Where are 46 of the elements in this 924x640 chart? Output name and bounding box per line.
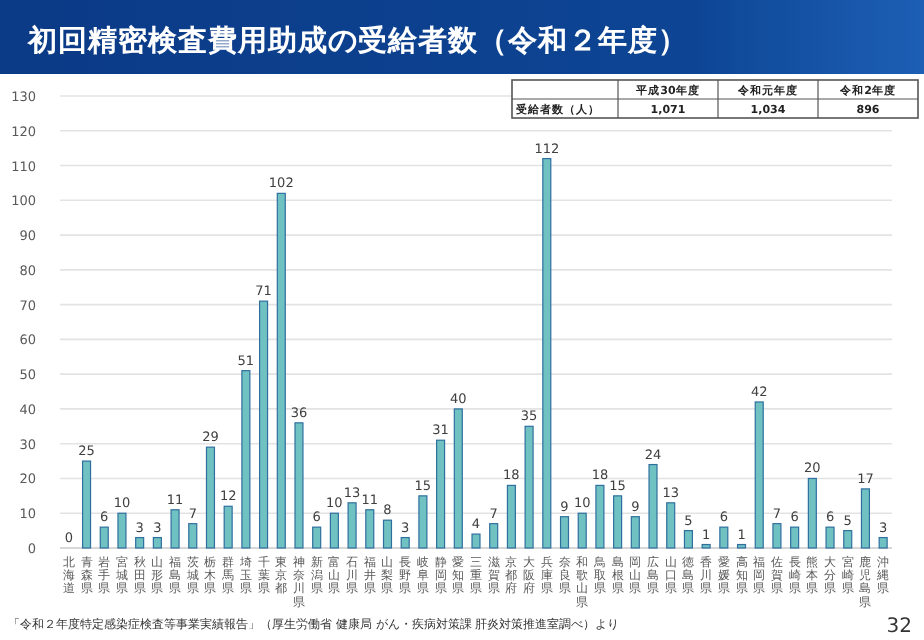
bar (613, 495, 623, 549)
bar (825, 526, 835, 549)
bar (205, 446, 216, 549)
bar (152, 536, 162, 549)
bar (790, 526, 800, 549)
bar (860, 488, 871, 549)
bar (400, 536, 410, 549)
bar (807, 477, 817, 549)
bar (418, 495, 428, 549)
bar (489, 523, 499, 549)
bar (683, 530, 694, 549)
bar (630, 516, 640, 549)
bar (188, 523, 198, 549)
bar (754, 401, 764, 549)
bar (542, 157, 552, 549)
bar (135, 536, 145, 549)
bar (559, 516, 570, 549)
bar (312, 526, 322, 549)
bar (81, 460, 92, 549)
bar (99, 526, 109, 549)
bar (436, 439, 446, 549)
bar (329, 512, 339, 549)
bar (595, 484, 605, 549)
bar (241, 370, 251, 549)
bar (471, 533, 481, 549)
bar (365, 509, 375, 549)
bar (258, 300, 269, 549)
text: 32 (886, 616, 912, 638)
bar (719, 526, 729, 549)
bar (117, 512, 127, 549)
bar (648, 463, 658, 549)
bar (506, 484, 516, 549)
bar (843, 530, 853, 549)
bar (666, 502, 676, 549)
bar (878, 536, 888, 549)
bar (170, 509, 180, 549)
bar (772, 523, 782, 549)
bar (577, 512, 587, 549)
bar (223, 505, 233, 549)
bar (524, 425, 534, 549)
bar (347, 502, 357, 549)
chart-title: 初回精密検査費用助成の受給者数（令和２年度） (26, 22, 688, 58)
bar (453, 408, 463, 549)
bar (276, 192, 286, 549)
bar (294, 422, 304, 549)
bar (382, 519, 393, 549)
